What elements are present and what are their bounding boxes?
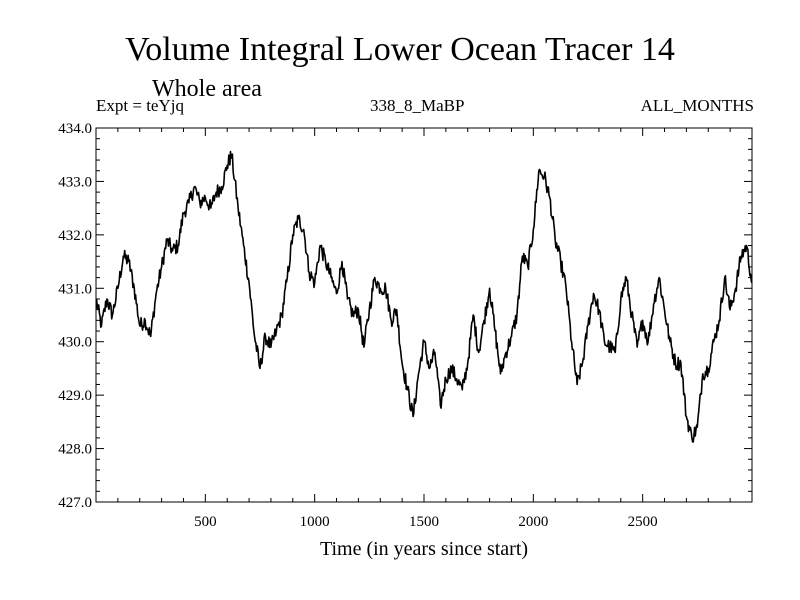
plot-frame <box>95 127 753 503</box>
y-tick-label: 427.0 <box>58 495 92 511</box>
y-tick-label: 434.0 <box>58 121 92 137</box>
y-tick-label: 432.0 <box>58 228 92 244</box>
months-label: ALL_MONTHS <box>640 96 754 115</box>
y-tick-label: 429.0 <box>58 388 92 404</box>
x-tick-label: 500 <box>194 514 217 530</box>
y-tick-label: 430.0 <box>58 335 92 351</box>
y-tick-label: 428.0 <box>58 442 92 458</box>
x-tick-label: 1500 <box>409 514 439 530</box>
x-tick-label: 2500 <box>628 514 658 530</box>
x-tick-label: 2000 <box>518 514 548 530</box>
chart-title: Volume Integral Lower Ocean Tracer 14 <box>125 31 675 68</box>
y-axis: 427.0 428.0 429.0 430.0 431.0 432.0 433.0 434.0 <box>58 121 752 511</box>
period-label: 338_8_MaBP <box>370 96 465 115</box>
x-axis: 500 1000 1500 2000 2500 <box>117 128 731 530</box>
series-line <box>95 150 753 443</box>
chart-subtitle: Whole area <box>152 76 262 102</box>
x-axis-label: Time (in years since start) <box>320 538 528 560</box>
y-tick-label: 431.0 <box>58 281 92 297</box>
experiment-label: Expt = teYjq <box>96 96 184 115</box>
x-tick-label: 1000 <box>300 514 330 530</box>
y-tick-label: 433.0 <box>58 174 92 190</box>
